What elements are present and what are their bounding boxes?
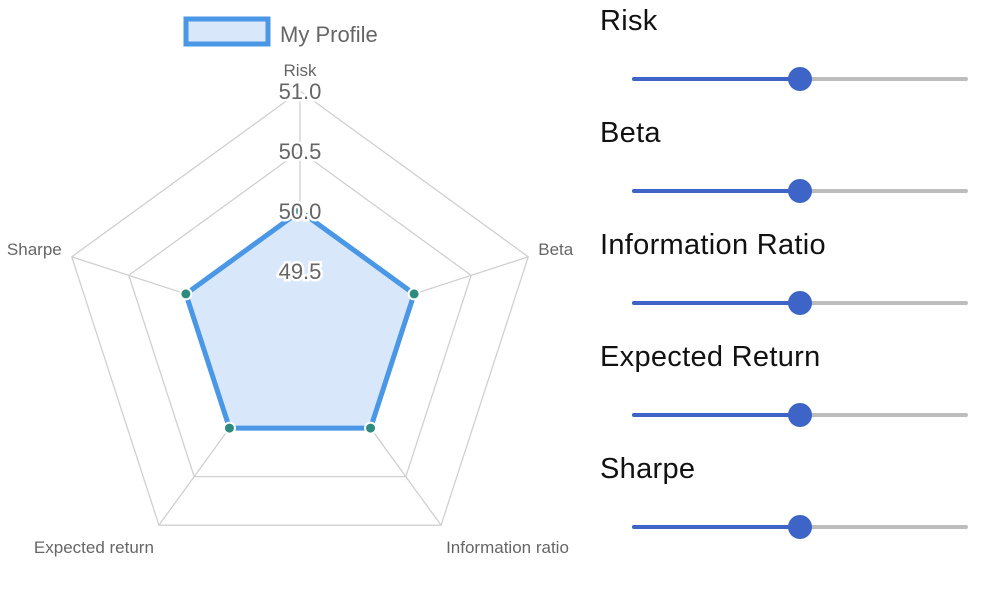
slider-group-expected-return: Expected Return xyxy=(600,336,970,448)
slider-group-information-ratio: Information Ratio xyxy=(600,224,970,336)
grid-ring-51 xyxy=(70,90,530,526)
slider-thumb-risk[interactable] xyxy=(788,67,812,91)
axis-label-expected-return: Expected return xyxy=(34,538,154,557)
axis-label-risk: Risk xyxy=(283,61,317,80)
slider-track-sharpe[interactable] xyxy=(632,515,968,539)
axis-label-sharpe: Sharpe xyxy=(7,240,62,259)
slider-track-beta[interactable] xyxy=(632,179,968,203)
slider-fill-risk xyxy=(632,77,800,81)
slider-thumb-expected-return[interactable] xyxy=(788,403,812,427)
data-point-sharpe[interactable] xyxy=(179,287,193,301)
series-area-my-profile xyxy=(182,207,418,431)
slider-label-beta: Beta xyxy=(600,117,661,149)
slider-label-sharpe: Sharpe xyxy=(600,453,696,485)
grid-ring-50-5 xyxy=(128,150,472,478)
data-point-beta[interactable] xyxy=(407,287,421,301)
tick-label-50-5: 50.5 xyxy=(279,139,322,164)
slider-label-risk: Risk xyxy=(600,5,658,37)
radar-chart: My Profile 49.5 50.0 50.5 51.0 Risk Beta Info… xyxy=(7,16,574,557)
axis-label-information-ratio: Information ratio xyxy=(446,538,569,557)
slider-fill-information-ratio xyxy=(632,301,800,305)
slider-label-expected-return: Expected Return xyxy=(600,341,821,373)
slider-fill-sharpe xyxy=(632,525,800,529)
tick-label-50: 50.0 xyxy=(279,199,322,224)
legend-swatch-my-profile[interactable] xyxy=(183,16,271,47)
radar-axis-labels: Risk Beta Information ratio Expected return… xyxy=(7,61,574,557)
data-point-information-ratio[interactable] xyxy=(364,421,378,435)
slider-thumb-information-ratio[interactable] xyxy=(788,291,812,315)
slider-group-beta: Beta xyxy=(600,112,970,224)
slider-thumb-sharpe[interactable] xyxy=(788,515,812,539)
slider-fill-beta xyxy=(632,189,800,193)
tick-label-49-5: 49.5 xyxy=(279,259,322,284)
legend-label-my-profile[interactable]: My Profile xyxy=(280,22,378,47)
slider-group-sharpe: Sharpe xyxy=(600,448,970,560)
slider-track-expected-return[interactable] xyxy=(632,403,968,427)
data-point-expected-return[interactable] xyxy=(222,421,236,435)
data-point-risk[interactable] xyxy=(293,204,307,218)
slider-label-information-ratio: Information Ratio xyxy=(600,229,826,261)
slider-thumb-beta[interactable] xyxy=(788,179,812,203)
chart-legend[interactable]: My Profile xyxy=(183,16,378,47)
radar-series xyxy=(179,204,421,435)
slider-track-information-ratio[interactable] xyxy=(632,291,968,315)
tick-label-51: 51.0 xyxy=(279,79,322,104)
slider-track-risk[interactable] xyxy=(632,67,968,91)
slider-fill-expected-return xyxy=(632,413,800,417)
radar-tick-labels: 49.5 50.0 50.5 51.0 xyxy=(276,77,324,287)
slider-group-risk: Risk xyxy=(600,0,970,112)
slider-panel: Risk Beta Information Ratio Expected Ret… xyxy=(600,0,980,600)
axis-label-beta: Beta xyxy=(538,240,574,259)
